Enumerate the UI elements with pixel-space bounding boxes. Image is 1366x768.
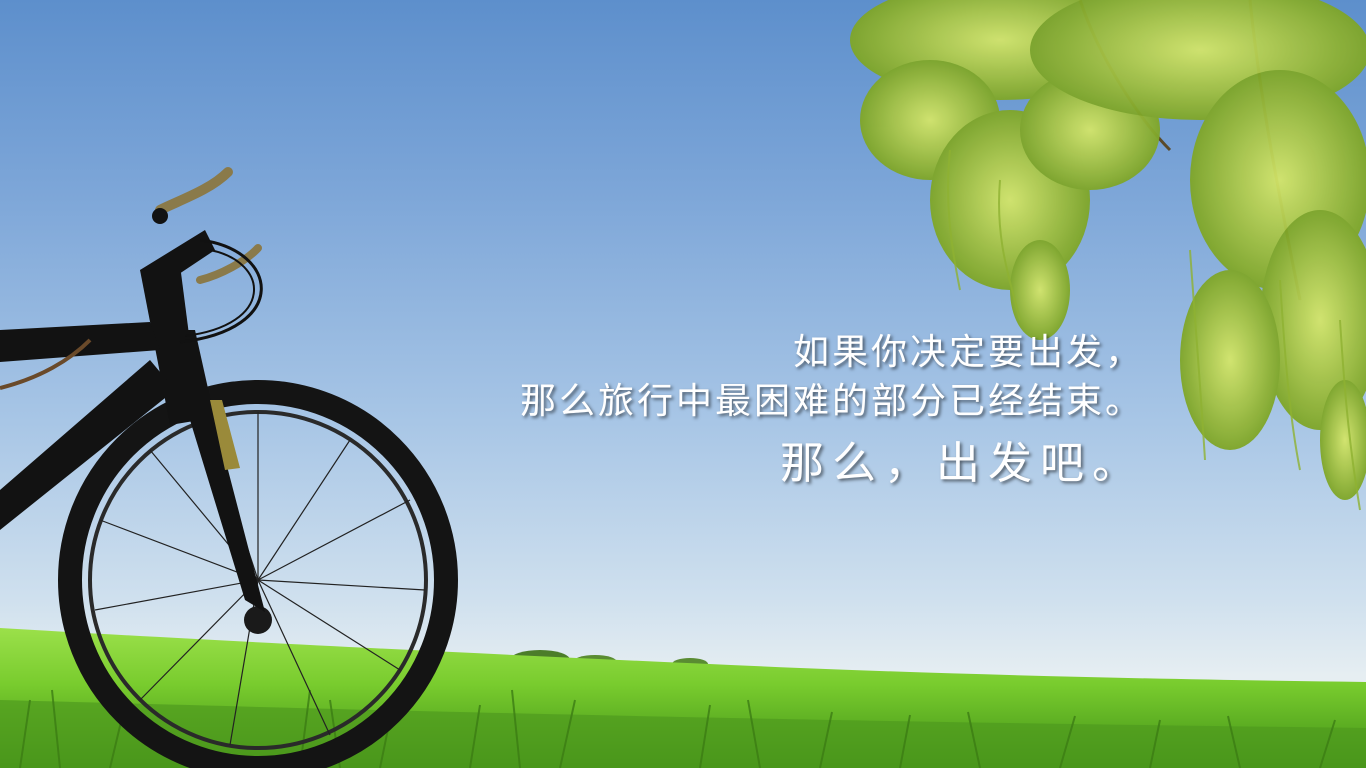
bicycle [0,167,458,768]
willow-tree [850,0,1366,511]
quote-line-2: 那么旅行中最困难的部分已经结束。 [519,381,1144,422]
quote-line-1: 如果你决定要出发， [792,332,1144,373]
quote-line-3: 那么，出发吧。 [780,438,1144,489]
grass-field [0,628,1366,768]
